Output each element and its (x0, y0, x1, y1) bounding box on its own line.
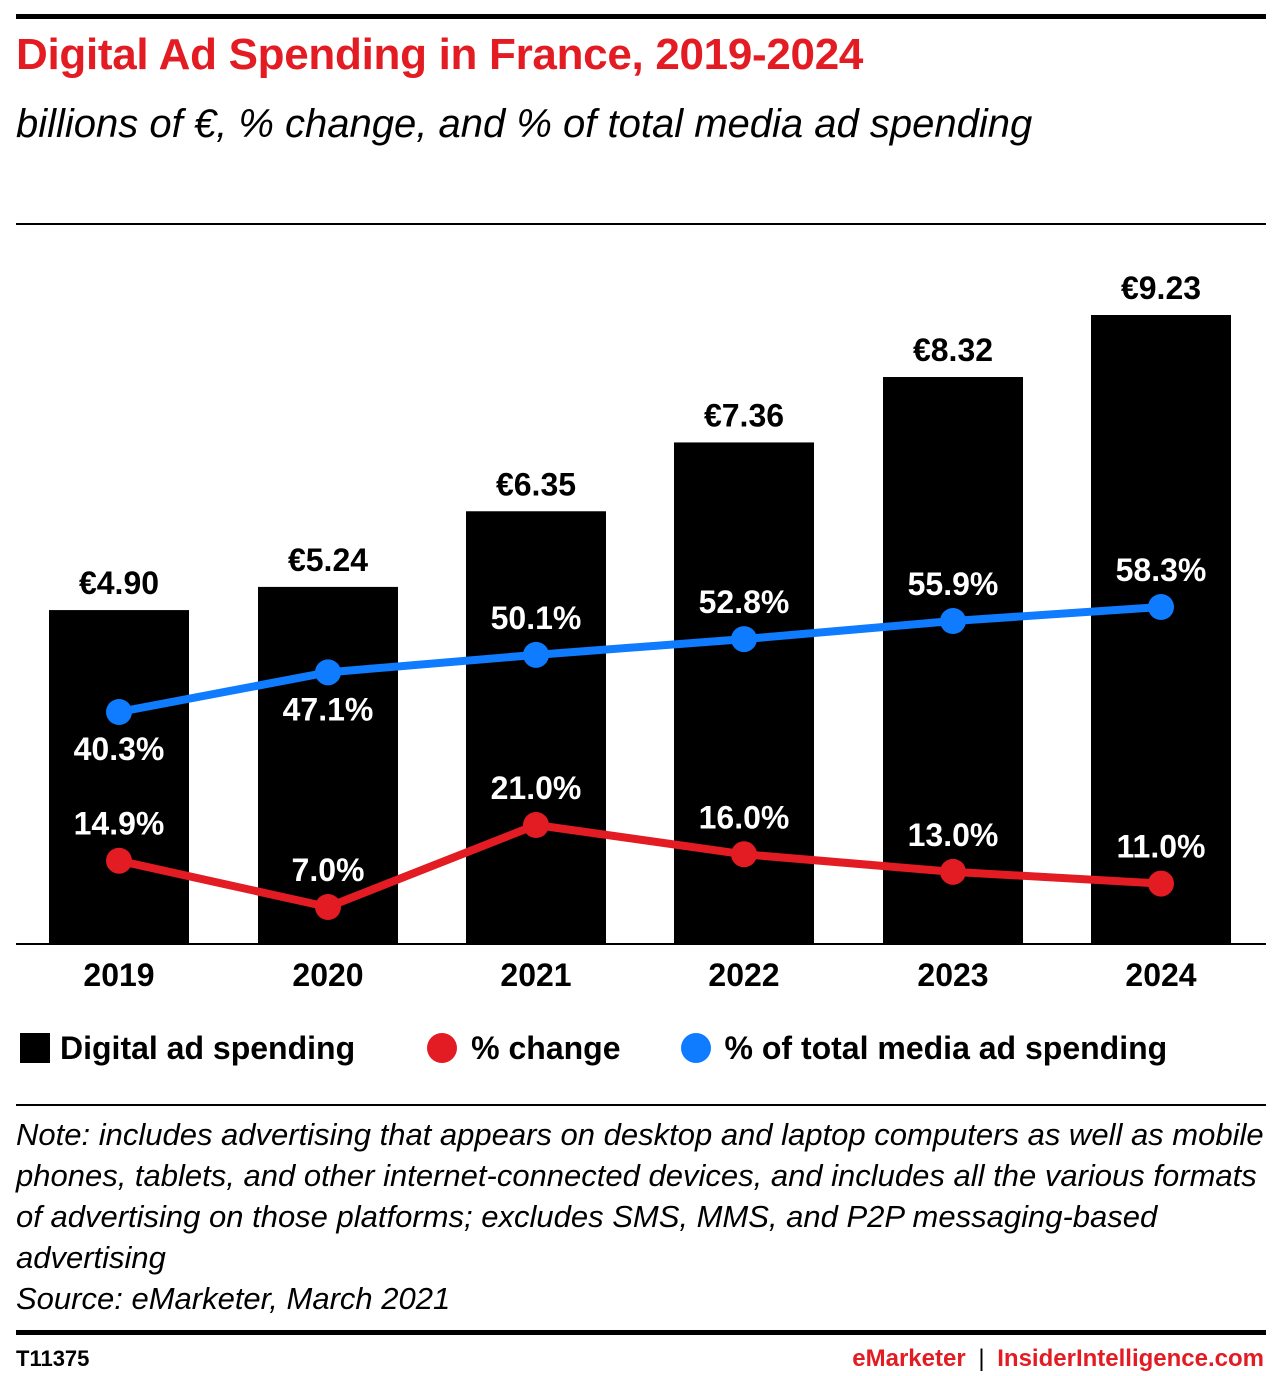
legend-item-spending: Digital ad spending (20, 1030, 355, 1067)
lines-layer (106, 594, 1174, 920)
share-point-2022 (731, 626, 757, 653)
change-point-2021 (523, 812, 549, 838)
top-rule (16, 14, 1266, 19)
bar-value-label-2023: €8.32 (913, 332, 993, 368)
change-label-2023: 13.0% (908, 817, 999, 853)
share-point-2020 (315, 659, 341, 686)
change-point-2022 (731, 841, 757, 868)
legend-label-share: % of total media ad spending (724, 1029, 1168, 1066)
share-label-2023: 55.9% (908, 566, 999, 602)
share-point-2019 (106, 699, 132, 725)
chart-title: Digital Ad Spending in France, 2019-2024 (16, 30, 864, 79)
share-label-2022: 52.8% (699, 584, 790, 620)
bar-2022 (674, 442, 814, 944)
legend-label-change: % change (471, 1029, 621, 1066)
source-text: Source: eMarketer, March 2021 (16, 1281, 451, 1316)
brand-insider-intelligence: InsiderIntelligence.com (997, 1345, 1264, 1372)
labels-layer: €4.90 2019 €5.24 2020 €6.35 2021 €7.36 2022 €8.3… (74, 270, 1207, 993)
legend-swatch-share (680, 1033, 711, 1063)
footer-brand: eMarketer | InsiderIntelligence.com (852, 1345, 1264, 1373)
notes-block: Note: includes advertising that appears … (16, 1114, 1266, 1319)
share-point-2021 (523, 641, 549, 668)
change-label-2020: 7.0% (292, 852, 365, 888)
x-tick-label-2024: 2024 (1125, 957, 1196, 993)
share-point-2023 (940, 608, 966, 634)
footer-rule (16, 1330, 1266, 1335)
share-label-2021: 50.1% (491, 600, 582, 636)
brand-separator: | (978, 1345, 985, 1372)
notes-divider (16, 1104, 1266, 1106)
bar-2021 (466, 511, 606, 944)
legend: Digital ad spending % change % of total … (20, 1026, 1167, 1070)
chart-subtitle: billions of €, % change, and % of total … (16, 102, 1033, 146)
x-tick-label-2019: 2019 (83, 957, 154, 993)
share-label-2020: 47.1% (283, 691, 374, 727)
bar-value-label-2024: €9.23 (1121, 270, 1201, 306)
note-text: Note: includes advertising that appears … (16, 1117, 1264, 1275)
x-tick-label-2020: 2020 (292, 957, 363, 993)
share-point-2024 (1148, 594, 1174, 620)
legend-swatch-spending (20, 1033, 50, 1063)
share-label-2019: 40.3% (74, 731, 165, 767)
chart-id: T11375 (16, 1346, 90, 1371)
change-line (115, 821, 1165, 911)
bar-value-label-2020: €5.24 (288, 542, 368, 578)
change-point-2020 (315, 894, 341, 920)
bars-layer (49, 315, 1231, 944)
header-divider (16, 223, 1266, 225)
chart-plot: €4.90 2019 €5.24 2020 €6.35 2021 €7.36 2022 €8.3… (16, 270, 1266, 993)
change-point-2023 (940, 858, 966, 885)
legend-item-share: % of total media ad spending (680, 1029, 1168, 1067)
bar-2019 (49, 610, 189, 944)
brand-emarketer: eMarketer (852, 1345, 966, 1372)
bar-value-label-2019: €4.90 (79, 565, 159, 601)
x-tick-label-2022: 2022 (708, 957, 779, 993)
bar-value-label-2021: €6.35 (496, 466, 576, 502)
change-point-2019 (106, 847, 132, 874)
bar-2024 (1091, 315, 1231, 944)
x-tick-label-2023: 2023 (917, 957, 988, 993)
share-label-2024: 58.3% (1116, 552, 1207, 588)
bar-2023 (883, 377, 1023, 944)
change-label-2019: 14.9% (74, 806, 165, 842)
x-tick-label-2021: 2021 (500, 957, 571, 993)
legend-item-change: % change (427, 1029, 621, 1067)
change-point-2024 (1148, 870, 1174, 897)
change-label-2024: 11.0% (1117, 829, 1206, 865)
legend-label-spending: Digital ad spending (60, 1029, 356, 1066)
share-line (115, 603, 1165, 716)
legend-swatch-change (427, 1033, 458, 1063)
change-label-2021: 21.0% (491, 770, 582, 806)
change-label-2022: 16.0% (699, 799, 790, 835)
bar-value-label-2022: €7.36 (704, 397, 784, 433)
